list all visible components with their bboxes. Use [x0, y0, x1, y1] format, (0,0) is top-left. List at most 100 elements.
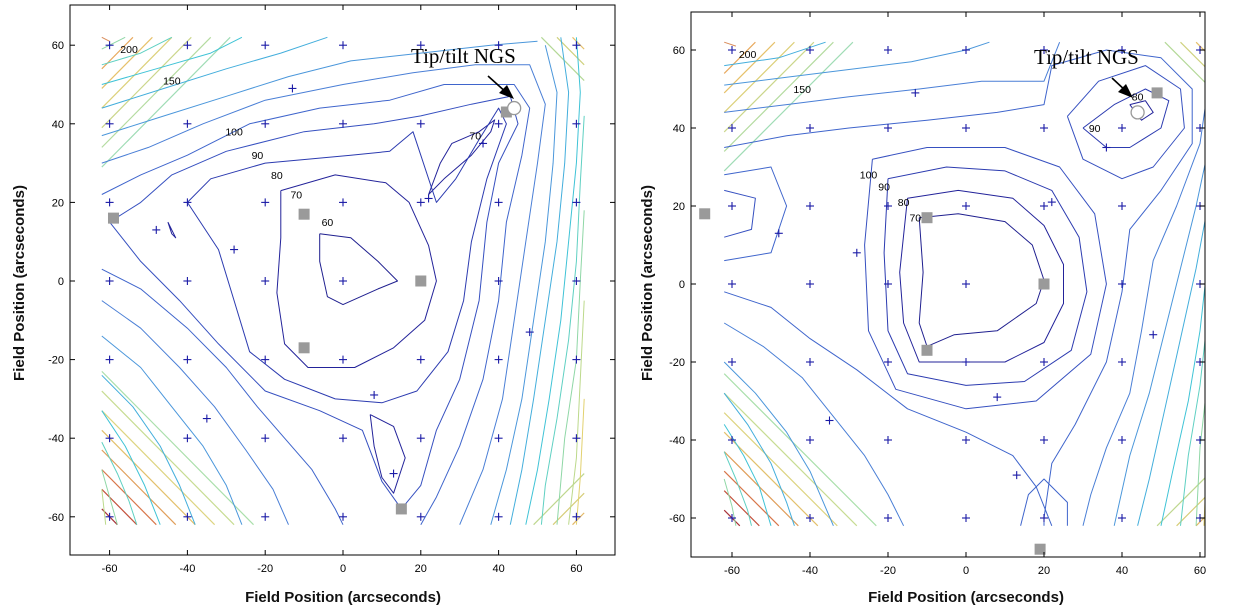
- grid-point-marker: [962, 46, 970, 54]
- contour-line-140: [723, 392, 795, 526]
- corner-band-line: [572, 36, 585, 50]
- corner-band-line: [1195, 41, 1205, 52]
- contour-line-140: [525, 37, 581, 525]
- grid-point-marker: [261, 512, 270, 521]
- markers-right: [699, 46, 1204, 555]
- y-axis-label-left: Field Position (arcseconds): [11, 185, 28, 381]
- y-axis-label-right: Field Position (arcseconds): [639, 185, 656, 381]
- grid-point-marker: [339, 198, 347, 207]
- grid-point-marker: [884, 280, 892, 288]
- grid-point-marker: [806, 46, 814, 54]
- x-tick-label: 0: [963, 565, 969, 577]
- corner-band-line: [723, 490, 760, 527]
- grid-point-marker: [572, 277, 581, 285]
- grid-point-marker: [261, 434, 270, 443]
- contour-label: 70: [290, 189, 302, 201]
- contour-line-110: [101, 300, 289, 525]
- contour-line-70: [276, 174, 437, 368]
- grid-point-marker: [1118, 124, 1126, 132]
- contour-line-130: [509, 37, 570, 525]
- contour-line-60: [319, 233, 398, 306]
- corner-band-line: [1164, 41, 1205, 84]
- grid-point-marker: [183, 512, 192, 521]
- grid-point-marker: [884, 436, 892, 444]
- corner-band-line: [101, 488, 138, 526]
- contour-line-160: [723, 451, 752, 526]
- contour-label: 200: [120, 44, 138, 56]
- contour-label: 80: [271, 170, 283, 182]
- guide-star-marker: [1038, 278, 1050, 290]
- contour-line-160: [101, 36, 126, 50]
- y-tick-label: 20: [673, 201, 685, 213]
- x-tick-label: -60: [102, 563, 118, 575]
- markers-left: [105, 41, 581, 521]
- x-tick-label: -60: [724, 565, 740, 577]
- y-tick-label: -40: [669, 435, 685, 447]
- arrow-left: [487, 75, 514, 99]
- y-tick-label: -20: [48, 355, 64, 367]
- y-tick-label: 20: [52, 197, 64, 209]
- contour-lines-left: [101, 36, 585, 525]
- grid-point-marker: [962, 514, 970, 522]
- contour-line-140: [1137, 218, 1205, 526]
- grid-point-marker: [962, 280, 970, 288]
- corner-band-line: [1180, 41, 1205, 68]
- contour-line-80: [899, 189, 1064, 363]
- grid-point-marker: [1012, 471, 1021, 480]
- y-tick-label: 40: [673, 123, 685, 135]
- corner-band-line: [101, 429, 196, 526]
- corner-band-line: [723, 431, 819, 527]
- grid-point-marker: [1118, 280, 1126, 288]
- corner-band-line: [101, 36, 153, 89]
- contour-line-150: [101, 441, 138, 525]
- corner-band-line: [101, 390, 235, 526]
- grid-point-marker: [728, 436, 736, 444]
- contour-line-120: [490, 45, 558, 525]
- grid-point-marker: [416, 355, 425, 364]
- ngs-marker: [507, 100, 522, 116]
- grid-point-marker: [339, 512, 347, 521]
- grid-point-marker: [261, 355, 270, 364]
- grid-point-marker: [494, 512, 503, 521]
- contour-line-100: [101, 268, 344, 525]
- grid-point-marker: [416, 41, 425, 50]
- grid-point-marker: [806, 124, 814, 132]
- grid-point-marker: [339, 355, 347, 364]
- grid-point-marker: [339, 277, 347, 285]
- grid-point-marker: [105, 198, 114, 207]
- guide-star-marker: [699, 208, 711, 220]
- contour-label: 70: [469, 131, 481, 143]
- grid-point-marker: [202, 414, 211, 423]
- grid-point-marker: [806, 280, 814, 288]
- contour-line-150: [101, 36, 173, 66]
- grid-point-marker: [884, 358, 892, 366]
- x-tick-label: -40: [179, 563, 195, 575]
- grid-point-marker: [261, 198, 270, 207]
- y-tick-label: -60: [48, 512, 64, 524]
- grid-point-marker: [1040, 514, 1048, 522]
- grid-point-marker: [389, 469, 398, 478]
- x-axis-label-left: Field Position (arcseconds): [245, 589, 441, 606]
- contour-line-110: [724, 49, 1193, 526]
- contour-label: 80: [898, 197, 910, 209]
- corner-band-line: [723, 392, 858, 527]
- contour-label: 60: [322, 217, 334, 229]
- grid-point-marker: [825, 416, 834, 425]
- grid-point-marker: [339, 434, 347, 443]
- contour-line-100: [1066, 65, 1185, 180]
- contour-line-110: [724, 166, 788, 262]
- grid-point-marker: [105, 512, 114, 521]
- x-tick-label: 40: [492, 563, 504, 575]
- grid-point-marker: [572, 41, 581, 50]
- contour-line-170: [723, 478, 737, 526]
- grid-point-marker: [806, 514, 814, 522]
- corner-band-line: [101, 36, 212, 148]
- arrow-right: [1111, 77, 1133, 98]
- grid-point-marker: [1040, 358, 1048, 366]
- grid-point-marker: [962, 202, 970, 210]
- grid-point-marker: [774, 229, 783, 238]
- x-tick-label: 20: [415, 563, 427, 575]
- contour-line-130: [723, 361, 834, 526]
- contour-label: 90: [1089, 123, 1101, 135]
